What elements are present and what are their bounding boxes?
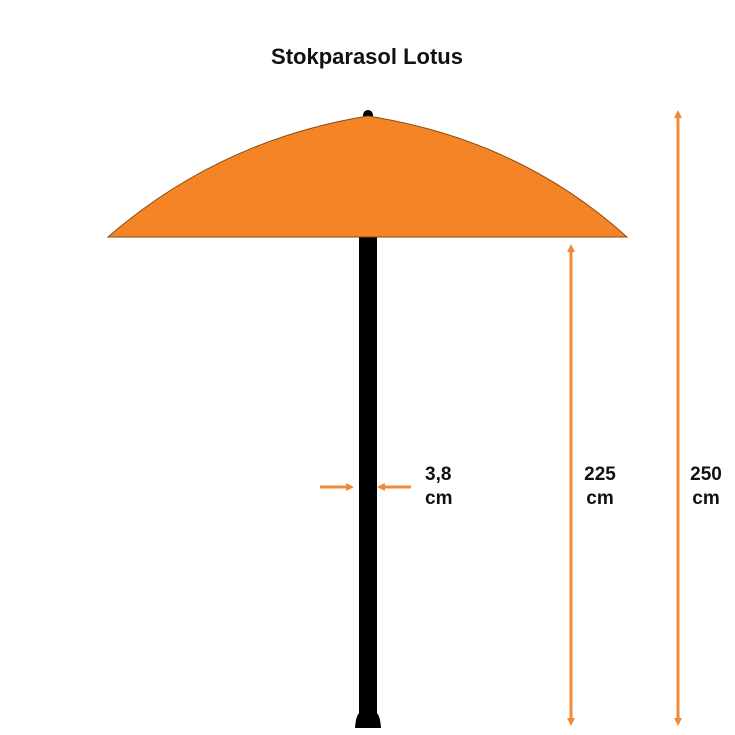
canopy-height-value: 225 [584, 464, 616, 485]
pole-diameter-value: 3,8 [425, 464, 451, 485]
total-height-value: 250 [690, 464, 722, 485]
canopy [106, 115, 629, 238]
pole-foot [355, 712, 381, 728]
title: Stokparasol Lotus [271, 44, 463, 69]
canopy-height-unit: cm [586, 488, 613, 509]
pole-diameter-unit: cm [425, 488, 452, 509]
total-height-unit: cm [692, 488, 719, 509]
pole [359, 236, 377, 720]
